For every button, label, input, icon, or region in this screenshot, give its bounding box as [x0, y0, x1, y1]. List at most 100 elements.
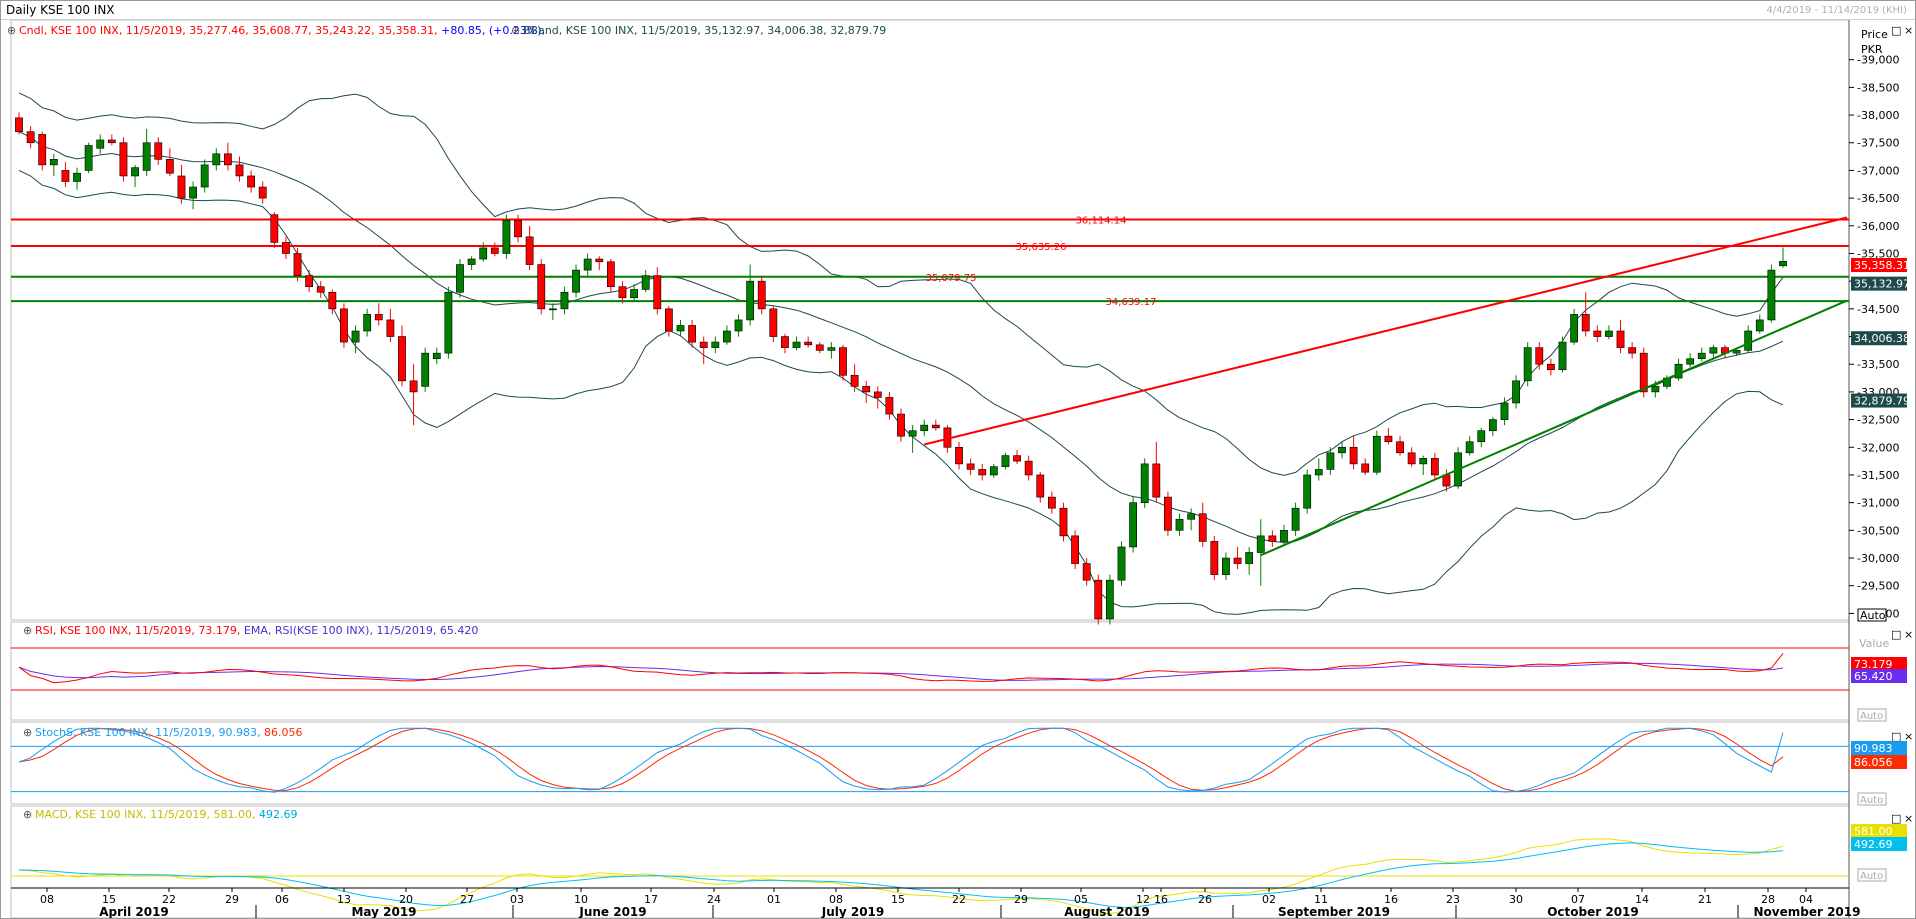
date-label: 22: [162, 893, 176, 906]
price-tag: [1851, 276, 1907, 291]
value-header: Value: [1859, 637, 1889, 650]
candle-body: [664, 308, 673, 332]
chart-canvas[interactable]: 36,114.14 35,635.26 35,079.75 34,639.17 -39…: [1, 20, 1915, 918]
candle-body: [1465, 441, 1474, 454]
candle-body: [1210, 541, 1219, 575]
candle-body: [1779, 261, 1787, 267]
date-label: 30: [1509, 893, 1523, 906]
price-tag-text: 32,879.79: [1854, 395, 1910, 408]
minimize-icon[interactable]: □: [1891, 24, 1901, 37]
close-icon[interactable]: ×: [1904, 812, 1913, 825]
candle-body: [1570, 314, 1579, 343]
candle-body: [989, 466, 998, 476]
macd-signal-tag-text: 492.69: [1854, 838, 1893, 851]
candle-body: [107, 139, 116, 144]
macd-line: [18, 838, 1784, 915]
candle-body: [1013, 455, 1021, 462]
date-label: 15: [102, 893, 116, 906]
legend-cndl: Cndl, KSE 100 INX, 11/5/2019, 35,277.46,…: [19, 24, 441, 37]
candle-body: [560, 291, 569, 310]
candle-body: [1581, 314, 1590, 332]
date-label: 23: [1446, 893, 1460, 906]
candle-body: [340, 308, 348, 343]
close-icon[interactable]: ×: [1904, 730, 1913, 743]
candle-body: [49, 159, 58, 166]
date-label: 13: [337, 893, 351, 906]
rsi-ema-tag-text: 65.420: [1854, 670, 1893, 683]
date-label: 08: [829, 893, 843, 906]
candle-body: [1291, 507, 1300, 531]
date-label: 28: [1761, 893, 1775, 906]
month-label: September 2019: [1278, 905, 1390, 918]
candle-body: [1744, 330, 1753, 351]
date-label: 24: [707, 893, 721, 906]
candle-body: [1686, 358, 1695, 365]
candle-body: [316, 286, 325, 293]
close-icon[interactable]: ×: [1904, 628, 1913, 641]
minimize-icon[interactable]: □: [1891, 730, 1901, 743]
candle-body: [1314, 469, 1323, 476]
candle-body: [595, 258, 604, 263]
price-tick-label: -37,500: [1857, 137, 1899, 150]
candle-body: [1222, 557, 1230, 575]
candle-body: [1233, 557, 1242, 564]
month-label: April 2019: [99, 905, 169, 918]
close-icon[interactable]: ×: [1904, 24, 1913, 37]
chart-icon[interactable]: ⊕: [23, 624, 32, 637]
candle-body: [618, 286, 627, 299]
candle-body: [676, 325, 685, 332]
price-tick-label: -29,500: [1857, 580, 1899, 593]
chart-icon[interactable]: ⊕: [7, 24, 16, 37]
price-tag-text: 34,006.38: [1854, 332, 1910, 345]
trendlines[interactable]: [923, 216, 1848, 557]
candle-body: [421, 352, 430, 387]
chart-title: Daily KSE 100 INX: [6, 3, 115, 17]
candle-body: [270, 214, 279, 243]
legend-macd-signal: 492.69: [259, 808, 298, 821]
stoch-tag-text: 90.983: [1854, 742, 1893, 755]
auto-box: [1857, 708, 1887, 722]
panel-buttons[interactable]: □ ×□ ×□ ×□ ×: [1891, 24, 1913, 825]
candle-body: [757, 280, 766, 310]
candle-body: [1071, 535, 1079, 564]
price-tick-label: -36,000: [1857, 220, 1899, 233]
rsi-ema-tag: [1851, 669, 1907, 683]
chart-icon[interactable]: ⊕: [23, 726, 32, 739]
candle-body: [1512, 380, 1520, 404]
candle-body: [885, 397, 894, 415]
date-range: 4/4/2019 - 11/14/2019 (KHI): [1766, 5, 1907, 16]
candle-body: [792, 341, 801, 348]
candle-body: [1755, 319, 1764, 332]
candle-body: [723, 330, 731, 343]
candle-body: [1303, 474, 1312, 509]
month-label: August 2019: [1064, 905, 1149, 918]
candle-body: [165, 159, 174, 174]
auto-label: Auto: [1860, 711, 1883, 722]
candle-body: [966, 463, 975, 470]
stoch-d-tag: [1851, 755, 1907, 769]
minimize-icon[interactable]: □: [1891, 812, 1901, 825]
candle-body: [514, 219, 522, 238]
candle-body: [537, 264, 546, 310]
horizontal-levels[interactable]: 36,114.14 35,635.26 35,079.75 34,639.17: [11, 215, 1849, 308]
date-label: 21: [1698, 893, 1712, 906]
minimize-icon[interactable]: □: [1891, 628, 1901, 641]
candle-body: [1001, 455, 1010, 467]
candle-body: [1535, 347, 1544, 365]
date-label: 22: [952, 893, 966, 906]
chart-icon[interactable]: ⊕: [511, 24, 520, 37]
date-label: 02: [1262, 893, 1276, 906]
candle-body: [734, 319, 743, 332]
chart-icon[interactable]: ⊕: [23, 808, 32, 821]
price-header-2: PKR: [1861, 43, 1883, 56]
legend-stoch: StochS, KSE 100 INX, 11/5/2019, 90.983,: [35, 726, 264, 739]
candle-body: [1396, 441, 1404, 454]
legend-stoch-d: 86.056: [264, 726, 303, 739]
rsi-tag-text: 73.179: [1854, 658, 1893, 671]
candle-body: [258, 186, 267, 199]
date-label: 08: [40, 893, 54, 906]
candle-body: [850, 374, 859, 387]
auto-box: [1857, 792, 1887, 806]
candle-body: [96, 139, 105, 149]
candle-body: [1187, 513, 1196, 520]
